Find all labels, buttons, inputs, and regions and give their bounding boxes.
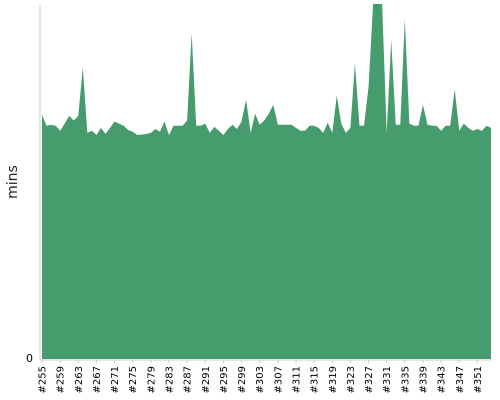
x-tick-label: #311 bbox=[291, 366, 302, 393]
series-area bbox=[42, 4, 491, 359]
x-tick-label: #339 bbox=[418, 366, 429, 393]
x-tick-label: #323 bbox=[346, 366, 357, 393]
x-tick-label: #259 bbox=[56, 366, 67, 393]
x-tick-label: #291 bbox=[201, 366, 212, 393]
x-tick-label: #287 bbox=[183, 366, 194, 393]
x-tick-label: #343 bbox=[437, 366, 448, 393]
x-tick-label: #327 bbox=[364, 366, 375, 393]
x-tick-label: #335 bbox=[400, 366, 411, 393]
x-tick-label: #283 bbox=[164, 366, 175, 393]
x-tick-label: #303 bbox=[255, 366, 266, 393]
y-axis-title: mins bbox=[5, 165, 21, 199]
x-tick-label: #319 bbox=[328, 366, 339, 393]
x-tick-label: #331 bbox=[382, 366, 393, 393]
x-tick-label: #299 bbox=[237, 366, 248, 393]
x-tick-label: #271 bbox=[110, 366, 121, 393]
x-tick-label: #275 bbox=[128, 366, 139, 393]
x-tick-label: #255 bbox=[38, 366, 49, 393]
x-tick-label: #347 bbox=[455, 366, 466, 393]
series-layer bbox=[42, 4, 491, 359]
x-tick-label: #267 bbox=[92, 366, 103, 393]
x-tick-label: #307 bbox=[273, 366, 284, 393]
x-tick-label: #351 bbox=[473, 366, 484, 393]
y-ticks-layer: 0 bbox=[26, 352, 33, 365]
x-tick-label: #315 bbox=[310, 366, 321, 393]
x-tick-label: #263 bbox=[74, 366, 85, 393]
y-tick-label: 0 bbox=[26, 352, 33, 365]
x-tick-label: #279 bbox=[146, 366, 157, 393]
x-ticks-layer: #255 #259 #263 #267 #271 #275 #279 #283 #287 #291… bbox=[38, 360, 484, 393]
x-tick-label: #295 bbox=[219, 366, 230, 393]
